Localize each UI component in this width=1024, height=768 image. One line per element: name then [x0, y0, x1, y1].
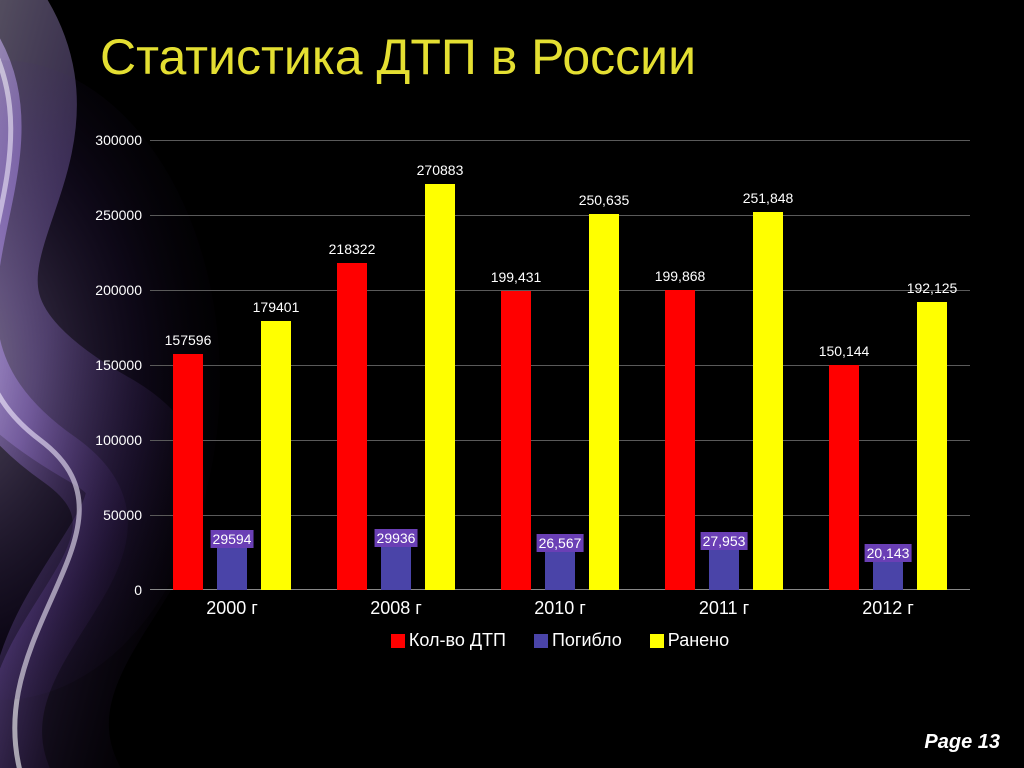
- bar: [173, 354, 203, 590]
- legend: Кол-во ДТП Погибло Ранено: [150, 630, 970, 651]
- bar: [501, 291, 531, 590]
- bar: [545, 550, 575, 590]
- grid-line: [150, 215, 970, 216]
- bar-value-label: 179401: [253, 299, 300, 315]
- bar: [829, 365, 859, 590]
- bar-value-label: 199,431: [491, 269, 542, 285]
- bar: [425, 184, 455, 590]
- bar-value-label: 218322: [329, 241, 376, 257]
- x-tick-label: 2008 г: [370, 598, 422, 619]
- page-number: Page 13: [924, 731, 1000, 754]
- bar: [261, 321, 291, 590]
- bar: [873, 560, 903, 590]
- legend-label: Погибло: [552, 630, 622, 650]
- x-tick-label: 2010 г: [534, 598, 586, 619]
- bar: [753, 212, 783, 590]
- y-tick-label: 250000: [72, 207, 142, 223]
- bar-value-label: 270883: [417, 162, 464, 178]
- y-tick-label: 0: [72, 582, 142, 598]
- bar-value-label: 29936: [375, 529, 418, 547]
- legend-swatch: [391, 634, 405, 648]
- bar-chart: 050000100000150000200000250000300000 157…: [70, 140, 980, 660]
- legend-label: Ранено: [668, 630, 729, 650]
- legend-swatch: [534, 634, 548, 648]
- bar-value-label: 20,143: [865, 544, 912, 562]
- bar: [337, 263, 367, 590]
- legend-label: Кол-во ДТП: [409, 630, 506, 650]
- legend-swatch: [650, 634, 664, 648]
- slide-title: Статистика ДТП в России: [100, 28, 696, 86]
- y-tick-label: 50000: [72, 507, 142, 523]
- y-tick-label: 200000: [72, 282, 142, 298]
- bar-value-label: 199,868: [655, 268, 706, 284]
- plot-area: 157596 29594 179401 218322 29936 270883 199,43…: [150, 140, 970, 590]
- grid-line: [150, 290, 970, 291]
- y-tick-label: 100000: [72, 432, 142, 448]
- bar-value-label: 150,144: [819, 343, 870, 359]
- bar-value-label: 157596: [165, 332, 212, 348]
- bar-value-label: 29594: [211, 530, 254, 548]
- bar: [665, 290, 695, 590]
- y-tick-label: 150000: [72, 357, 142, 373]
- bar-value-label: 251,848: [743, 190, 794, 206]
- legend-item: Кол-во ДТП: [391, 630, 506, 651]
- grid-line: [150, 140, 970, 141]
- legend-item: Ранено: [650, 630, 729, 651]
- bar-value-label: 26,567: [537, 534, 584, 552]
- bar: [917, 302, 947, 590]
- y-tick-label: 300000: [72, 132, 142, 148]
- bar-value-label: 192,125: [907, 280, 958, 296]
- bar: [381, 545, 411, 590]
- x-tick-label: 2011 г: [699, 598, 749, 619]
- bar-value-label: 250,635: [579, 192, 630, 208]
- x-tick-label: 2012 г: [862, 598, 914, 619]
- legend-item: Погибло: [534, 630, 622, 651]
- x-tick-label: 2000 г: [206, 598, 258, 619]
- bar: [217, 546, 247, 590]
- bar: [589, 214, 619, 590]
- bar: [709, 548, 739, 590]
- bar-value-label: 27,953: [701, 532, 748, 550]
